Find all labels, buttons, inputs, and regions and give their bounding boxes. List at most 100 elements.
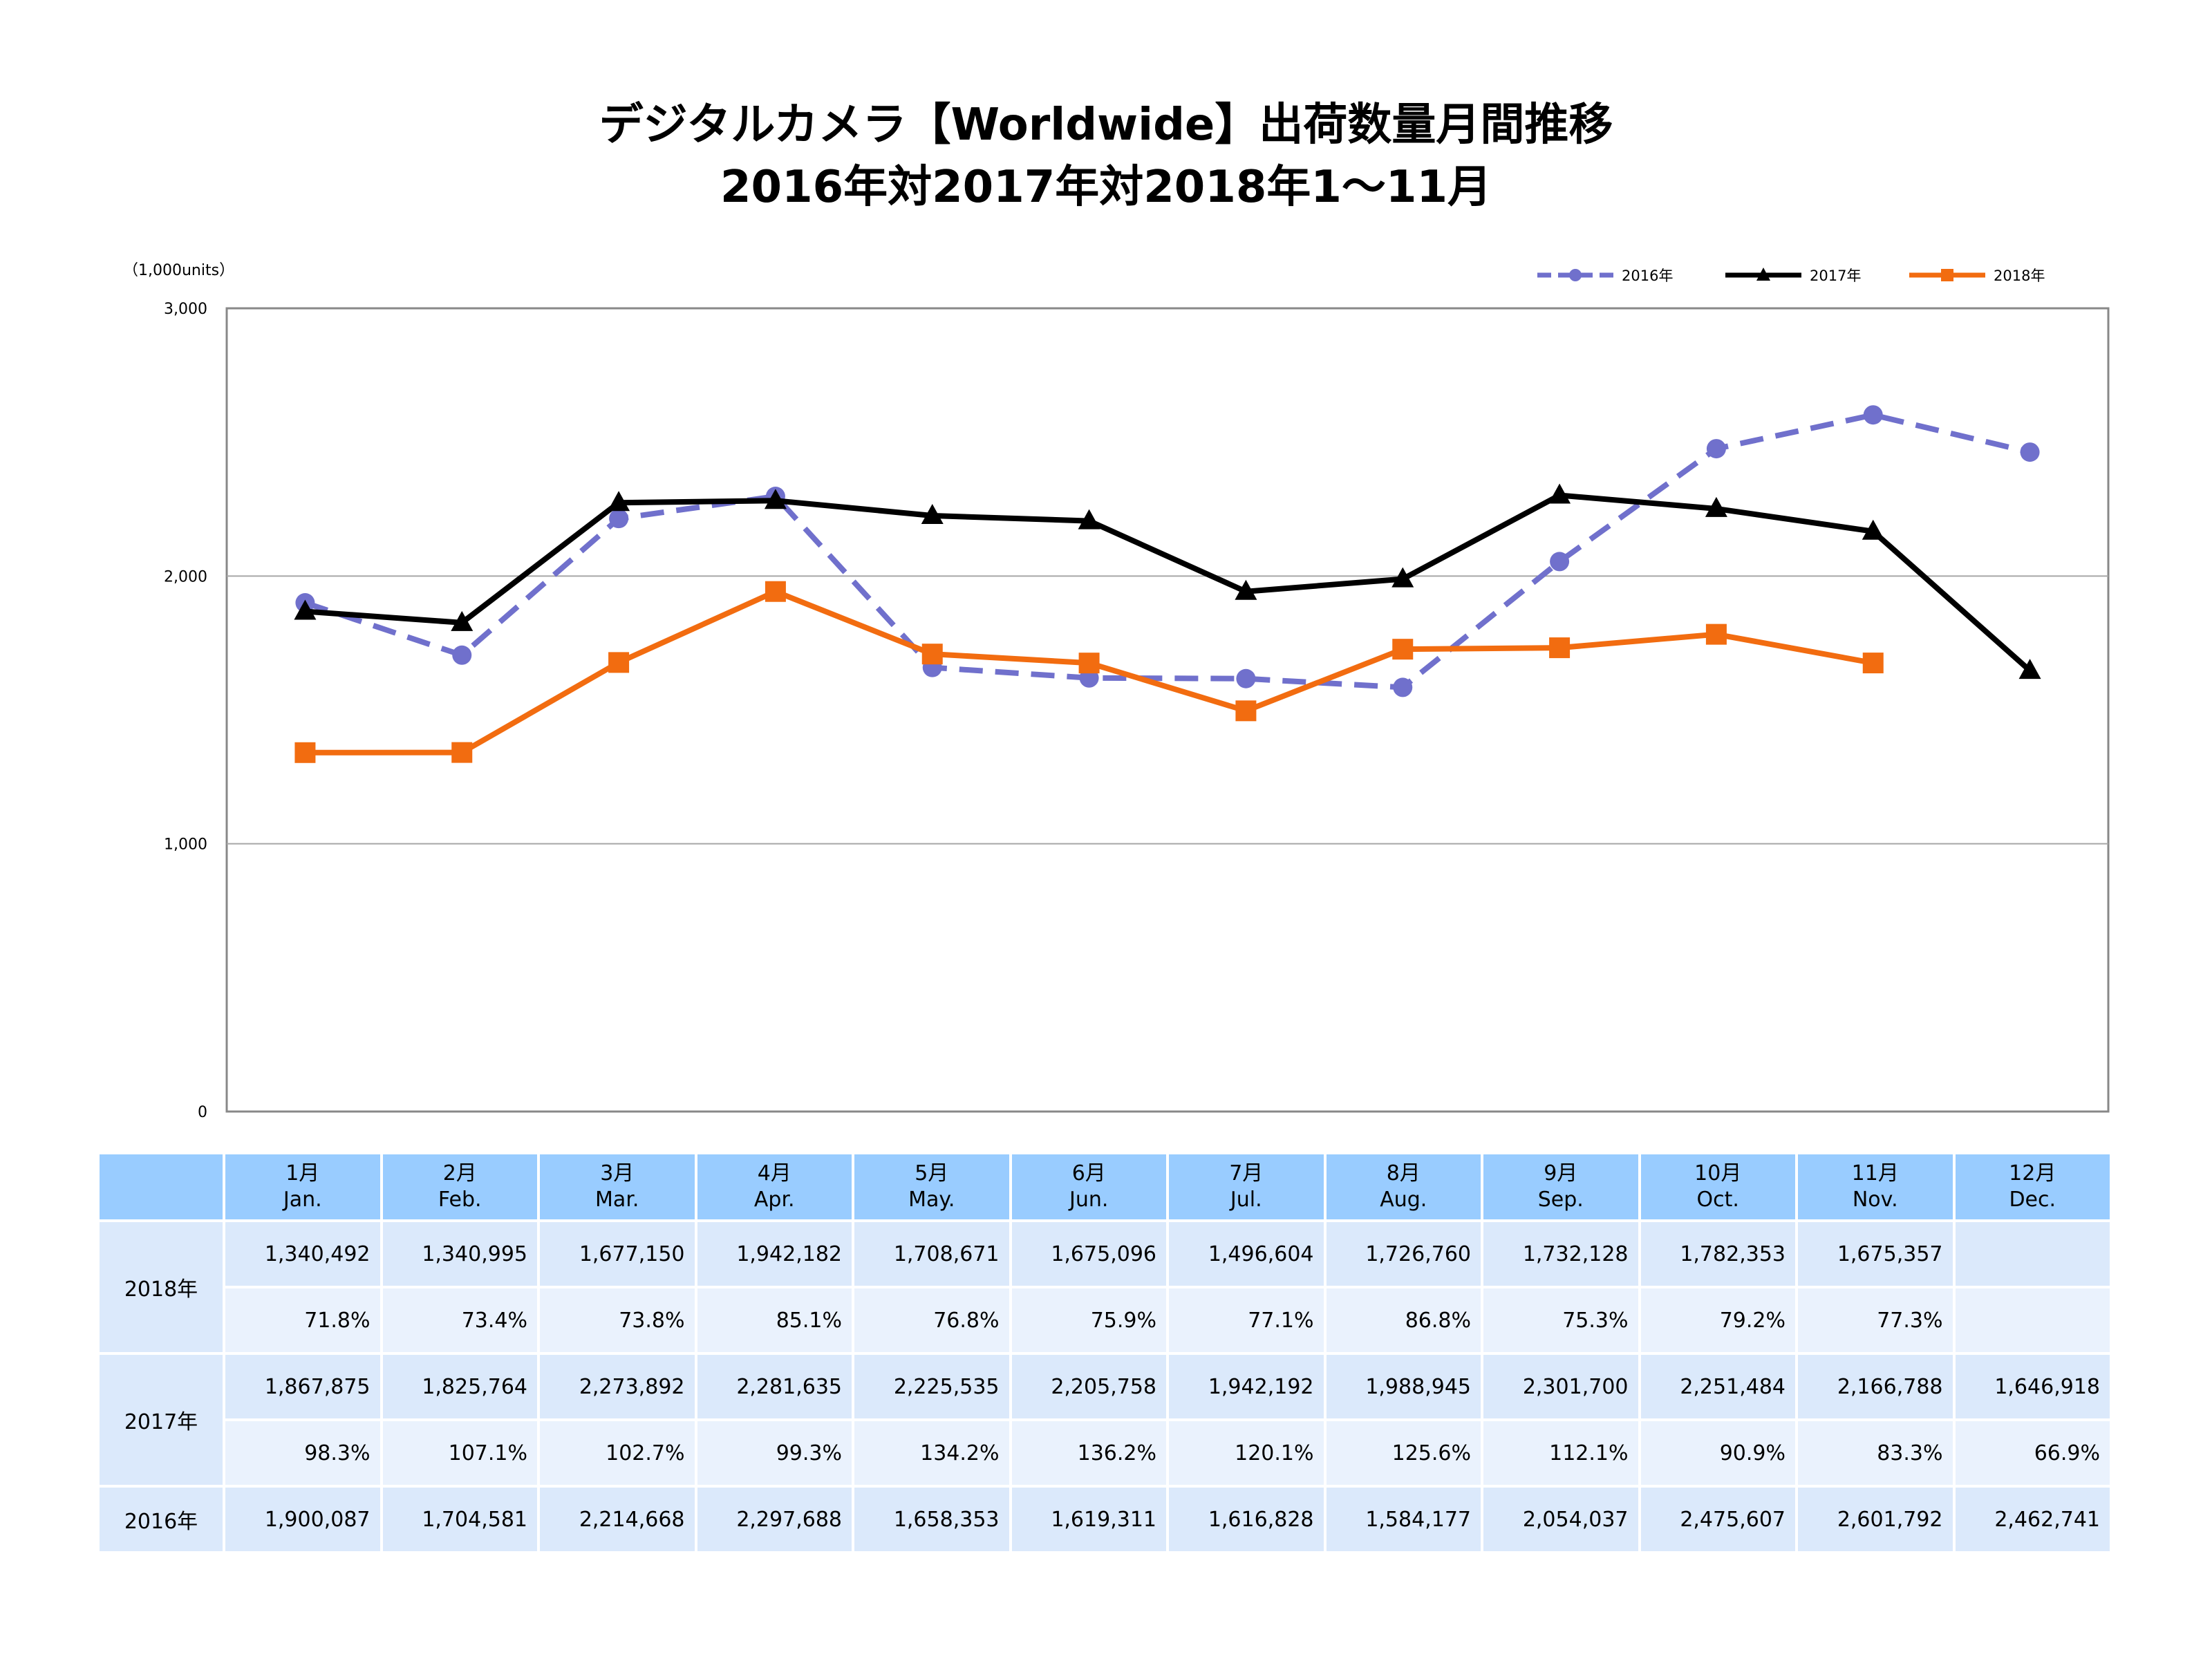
month-abbr: Mar. <box>595 1188 639 1212</box>
month-header: 3月 Mar. <box>540 1154 695 1219</box>
legend-marker <box>1569 269 1582 281</box>
month-abbr: Apr. <box>753 1188 795 1212</box>
value-cell: 1,677,150 <box>540 1222 695 1286</box>
percent-cell: 98.3% <box>225 1421 380 1485</box>
data-point-2017年 <box>764 489 787 509</box>
table-row-percent: 71.8% 73.4% 73.8% 85.1% 76.8% 75.9% 77.1% 86.8%… <box>100 1288 2110 1352</box>
value-cell: 1,619,311 <box>1011 1488 1166 1551</box>
month-abbr: Feb. <box>438 1188 482 1212</box>
month-label: 11月 <box>1851 1161 1899 1185</box>
value-cell: 1,496,604 <box>1169 1222 1324 1286</box>
month-label: 4月 <box>757 1161 791 1185</box>
value-cell: 2,273,892 <box>540 1355 695 1418</box>
value-cell: 2,475,607 <box>1640 1488 1795 1551</box>
percent-cell: 85.1% <box>697 1288 852 1352</box>
data-point-2016年 <box>452 645 472 665</box>
value-cell: 1,704,581 <box>382 1488 537 1551</box>
month-header: 10月 Oct. <box>1640 1154 1795 1219</box>
data-point-2017年 <box>294 599 317 620</box>
month-abbr: Aug. <box>1380 1188 1427 1212</box>
percent-cell: 77.1% <box>1169 1288 1324 1352</box>
data-point-2017年 <box>1862 519 1884 540</box>
data-point-2018年 <box>608 652 630 673</box>
percent-cell: 102.7% <box>540 1421 695 1485</box>
data-point-2017年 <box>451 610 474 631</box>
data-point-2018年 <box>1705 624 1727 645</box>
month-abbr: Jan. <box>283 1188 322 1212</box>
value-cell: 1,942,182 <box>697 1222 852 1286</box>
value-cell <box>1955 1222 2110 1286</box>
month-abbr: Dec. <box>2009 1188 2056 1212</box>
legend-marker <box>1941 269 1953 281</box>
value-cell: 2,225,535 <box>854 1355 1009 1418</box>
value-cell: 1,732,128 <box>1483 1222 1638 1286</box>
value-cell: 2,214,668 <box>540 1488 695 1551</box>
percent-cell: 107.1% <box>382 1421 537 1485</box>
month-label: 8月 <box>1386 1161 1421 1185</box>
month-abbr: Nov. <box>1852 1188 1898 1212</box>
value-cell: 1,988,945 <box>1326 1355 1481 1418</box>
table-row: 2016年 1,900,087 1,704,581 2,214,668 2,297,68… <box>100 1488 2110 1551</box>
value-cell: 2,601,792 <box>1798 1488 1953 1551</box>
data-point-2017年 <box>921 503 944 524</box>
month-abbr: Jun. <box>1069 1188 1109 1212</box>
value-cell: 1,675,357 <box>1798 1222 1953 1286</box>
month-header: 12月 Dec. <box>1955 1154 2110 1219</box>
year-label: 2018年 <box>100 1222 223 1352</box>
percent-cell: 83.3% <box>1798 1421 1953 1485</box>
series-line-2016年 <box>304 412 2031 691</box>
data-point-2016年 <box>609 509 629 529</box>
month-label: 9月 <box>1544 1161 1578 1185</box>
chart-title: デジタルカメラ【Worldwide】出荷数量月間推移 <box>599 100 1613 151</box>
y-tick-label: 0 <box>198 1104 207 1121</box>
value-cell: 2,281,635 <box>697 1355 852 1418</box>
data-point-2017年 <box>1705 496 1727 517</box>
value-cell: 1,658,353 <box>854 1488 1009 1551</box>
table-row: 2018年 1,340,492 1,340,995 1,677,150 1,942,18… <box>100 1222 2110 1352</box>
value-cell: 1,867,875 <box>225 1355 380 1418</box>
percent-cell: 75.9% <box>1011 1288 1166 1352</box>
value-cell: 1,675,096 <box>1011 1222 1166 1286</box>
percent-cell: 73.8% <box>540 1288 695 1352</box>
y-tick-label: 3,000 <box>164 301 207 318</box>
value-cell: 2,297,688 <box>697 1488 852 1551</box>
percent-cell: 112.1% <box>1483 1421 1638 1485</box>
data-point-2016年 <box>1863 405 1883 425</box>
percent-cell: 76.8% <box>854 1288 1009 1352</box>
legend-marker <box>1756 268 1770 281</box>
year-label: 2016年 <box>100 1488 223 1551</box>
data-point-2017年 <box>1235 579 1257 600</box>
value-cell: 1,340,995 <box>382 1222 537 1286</box>
y-unit-label: （1,000units） <box>123 262 234 279</box>
data-point-2018年 <box>1862 653 1884 674</box>
month-header: 8月 Aug. <box>1326 1154 1481 1219</box>
value-cell: 1,340,492 <box>225 1222 380 1286</box>
month-label: 7月 <box>1229 1161 1264 1185</box>
data-point-2016年 <box>1550 552 1570 572</box>
data-point-2017年 <box>1391 567 1414 588</box>
data-point-2016年 <box>1236 668 1256 688</box>
value-cell: 2,301,700 <box>1483 1355 1638 1418</box>
data-point-2018年 <box>1549 637 1571 659</box>
year-label: 2017年 <box>100 1355 223 1485</box>
value-cell: 1,900,087 <box>225 1488 380 1551</box>
value-cell: 1,782,353 <box>1640 1222 1795 1286</box>
line-chart: 0 1,000 2,000 3,000 （1,000units） 2016年 2017年 20… <box>123 262 2110 1121</box>
plot-area <box>225 307 2110 1113</box>
data-point-2018年 <box>765 581 786 602</box>
month-header: 2月 Feb. <box>382 1154 537 1219</box>
percent-cell: 73.4% <box>382 1288 537 1352</box>
data-point-2018年 <box>1235 700 1257 722</box>
table-row: 2017年 1,867,875 1,825,764 2,273,892 2,281,63… <box>100 1355 2110 1485</box>
month-label: 1月 <box>285 1161 320 1185</box>
data-point-2017年 <box>608 491 630 512</box>
value-cell: 2,462,741 <box>1955 1488 2110 1551</box>
legend-label: 2016年 <box>1622 268 1673 284</box>
data-point-2018年 <box>1392 639 1414 660</box>
month-header: 7月 Jul. <box>1169 1154 1324 1219</box>
month-abbr: Sep. <box>1537 1188 1584 1212</box>
percent-cell: 75.3% <box>1483 1288 1638 1352</box>
y-tick-label: 1,000 <box>164 836 207 854</box>
value-cell: 1,584,177 <box>1326 1488 1481 1551</box>
percent-cell: 71.8% <box>225 1288 380 1352</box>
